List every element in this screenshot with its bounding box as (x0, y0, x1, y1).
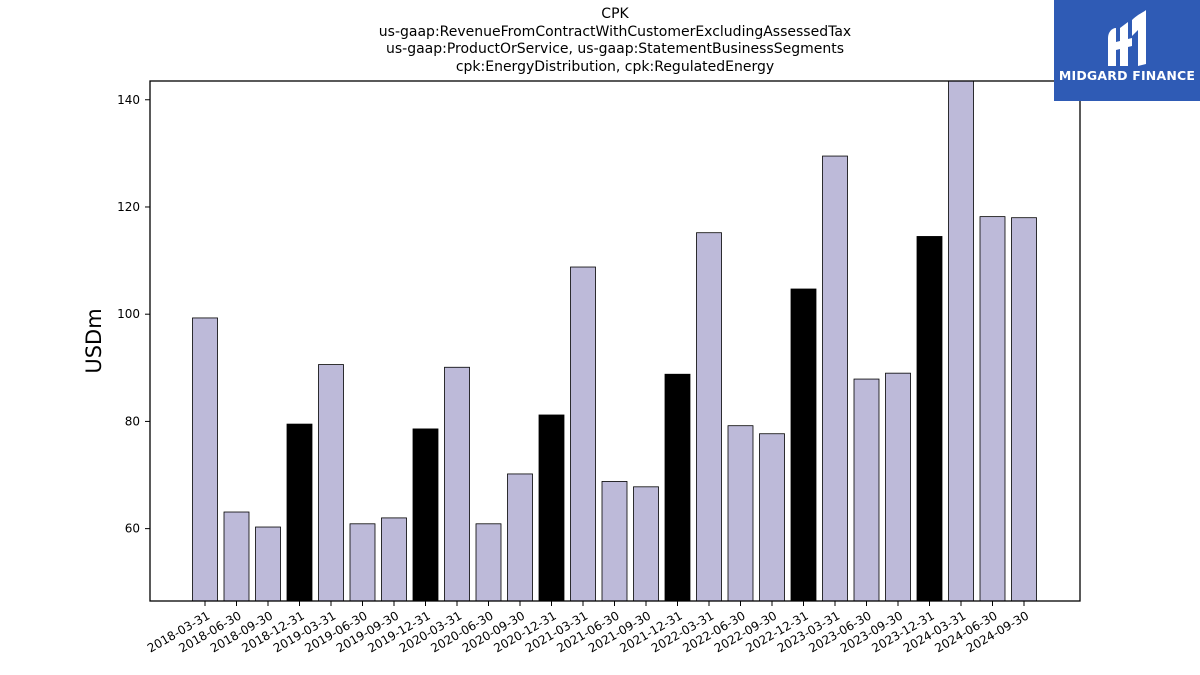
y-tick-label: 140 (117, 93, 140, 107)
y-tick-label: 120 (117, 200, 140, 214)
bar-2020-03-31 (444, 366, 470, 602)
bar-2019-06-30 (349, 523, 376, 602)
bar-2023-12-31 (916, 236, 943, 602)
y-axis-ticks: 60 80 100 120 140 (117, 93, 150, 536)
bar-2018-12-31 (286, 423, 313, 602)
bar-2023-03-31 (822, 155, 848, 602)
bar-2022-12-31 (790, 288, 817, 602)
bar-2022-09-30 (759, 433, 785, 602)
bar-2020-12-31 (538, 414, 565, 602)
bar-2024-06-30 (979, 216, 1006, 602)
bar-2020-09-30 (507, 473, 533, 602)
bar-2024-09-30 (1011, 217, 1037, 602)
bar-2019-09-30 (381, 517, 407, 602)
midgard-logo-icon (1108, 10, 1146, 66)
y-tick-label: 80 (125, 414, 140, 428)
bar-2022-06-30 (727, 425, 754, 602)
chart-title-line-1: CPK (601, 6, 629, 22)
bar-2020-06-30 (475, 523, 502, 602)
x-axis-ticks: 2018-03-312018-06-302018-09-302018-12-31… (145, 601, 1031, 656)
bar-2021-09-30 (633, 486, 659, 602)
chart-title-line-2: us-gaap:RevenueFromContractWithCustomerE… (378, 23, 852, 40)
bar-2022-03-31 (696, 232, 722, 602)
bar-2023-06-30 (853, 378, 880, 602)
y-tick-label: 100 (117, 307, 140, 321)
bar-2018-09-30 (255, 526, 281, 602)
bar-2021-12-31 (664, 373, 691, 602)
bar-2018-03-31 (192, 317, 218, 602)
y-axis-label: USDm (82, 308, 106, 373)
plot-frame (149, 80, 1081, 602)
bar-2021-06-30 (601, 481, 628, 602)
bars-group (192, 80, 1037, 602)
bar-2019-03-31 (318, 364, 344, 602)
bar-2019-12-31 (412, 428, 439, 602)
bar-2021-03-31 (570, 266, 596, 602)
midgard-finance-logo: MIDGARD FINANCE (1054, 0, 1200, 101)
chart-title: CPK us-gaap:RevenueFromContractWithCusto… (150, 6, 1080, 76)
chart-title-line-4: cpk:EnergyDistribution, cpk:RegulatedEne… (455, 58, 775, 75)
bar-2018-06-30 (223, 511, 250, 602)
y-tick-label: 60 (125, 522, 140, 536)
bar-2023-09-30 (885, 372, 911, 602)
logo-text: MIDGARD FINANCE (1058, 68, 1196, 83)
chart-title-line-3: us-gaap:ProductOrService, us-gaap:Statem… (385, 41, 844, 57)
bar-2024-03-31 (948, 80, 974, 602)
